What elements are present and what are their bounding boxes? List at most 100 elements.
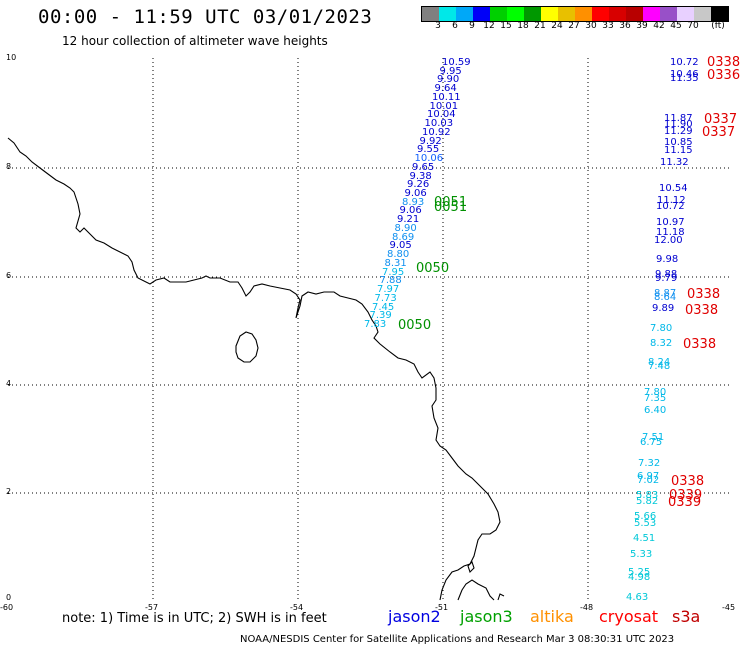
color-scale-label: 21 — [534, 21, 546, 31]
y-tick-label: 10 — [6, 53, 17, 62]
color-swatch — [490, 7, 507, 21]
y-tick-label: 4 — [6, 379, 12, 388]
wave-height-label: 10.03 — [424, 118, 454, 130]
wave-height-label: 9.65 — [412, 161, 435, 173]
wave-height-label: 9.26 — [407, 179, 430, 191]
wave-height-label: 8.80 — [387, 249, 410, 261]
wave-height-label: 5.25 — [628, 567, 651, 578]
color-swatch — [558, 7, 575, 21]
wave-height-label: 9.06 — [404, 188, 427, 199]
wave-height-label: 11.35 — [670, 73, 699, 84]
wave-height-label: 7.51 — [642, 432, 665, 443]
wave-height-label: 8.32 — [650, 338, 673, 349]
wave-height-label: 8.24 — [648, 357, 671, 368]
wave-height-label: 11.90 — [664, 119, 693, 130]
color-swatch — [660, 7, 677, 21]
wave-height-label: 7.45 — [372, 301, 395, 313]
x-tick-label: -45 — [722, 603, 736, 612]
wave-height-label: 9.05 — [389, 240, 412, 252]
wave-height-label: 7.32 — [638, 458, 661, 469]
color-scale-label: 9 — [469, 21, 475, 31]
color-scale-label: 39 — [636, 21, 648, 31]
wave-height-label: 7.95 — [382, 266, 405, 278]
y-tick-label: 8 — [6, 162, 12, 171]
time-label: 0050 — [398, 318, 432, 333]
time-label: 0337 — [704, 112, 738, 127]
wave-height-label: 10.06 — [414, 153, 444, 165]
x-tick-label: -60 — [0, 603, 14, 612]
wave-height-label: 6.75 — [640, 437, 663, 448]
legend-cryosat: cryosat — [599, 607, 659, 626]
color-scale-label: 70 — [687, 21, 699, 31]
wave-height-label: 7.48 — [648, 361, 671, 372]
wave-height-label: 9.88 — [655, 269, 678, 280]
wave-height-label: 10.04 — [427, 109, 456, 121]
wave-height-label: 5.66 — [634, 511, 657, 522]
wave-height-label: 7.39 — [369, 310, 392, 322]
time-label: 0336 — [707, 68, 740, 83]
wave-height-label: 10.72 — [670, 57, 699, 68]
color-swatch — [694, 7, 711, 21]
coastline — [7, 137, 505, 601]
color-scale-bar — [421, 6, 729, 22]
wave-height-label: 8.31 — [384, 257, 407, 269]
time-label: 0338 — [671, 474, 705, 489]
wave-height-label: 8.93 — [402, 196, 425, 208]
color-swatch — [677, 7, 694, 21]
wave-height-label: 10.85 — [664, 137, 693, 148]
color-swatch — [643, 7, 660, 21]
wave-height-label: 5.33 — [630, 549, 653, 560]
wave-height-label: 8.64 — [654, 292, 677, 303]
wave-height-label: 10.59 — [442, 57, 471, 68]
wave-height-label: 8.69 — [392, 231, 415, 243]
legend-altika: altika — [530, 607, 574, 626]
time-label: 0338 — [707, 55, 740, 70]
wave-height-label: 8.87 — [654, 288, 677, 299]
wave-height-label: 11.15 — [664, 145, 693, 156]
time-label: 0338 — [687, 287, 721, 302]
wave-height-label: 7.83 — [364, 319, 387, 330]
wave-height-label: 7.73 — [374, 292, 397, 304]
wave-height-label: 4.98 — [628, 572, 651, 583]
color-scale-labels: 3 6 9 12 15 18 21 24 27 30 33 36 39 42 45 70 (ft) — [421, 21, 740, 33]
legend-s3a: s3a — [672, 607, 701, 626]
color-swatch — [439, 7, 456, 21]
page-title: 00:00 - 11:59 UTC 03/01/2023 — [38, 6, 373, 28]
wave-height-label: 9.21 — [397, 214, 420, 226]
footer-credit: NOAA/NESDIS Center for Satellite Applica… — [240, 634, 675, 645]
wave-height-label: 4.63 — [626, 592, 649, 603]
wave-height-label: 12.00 — [654, 235, 683, 246]
wave-height-label: 7.02 — [637, 475, 660, 486]
y-tick-label: 6 — [6, 271, 12, 280]
footer-note: note: 1) Time is in UTC; 2) SWH is in fe… — [62, 611, 327, 626]
color-scale-label: 12 — [483, 21, 495, 31]
x-tick-label: -57 — [145, 603, 159, 612]
color-swatch — [524, 7, 541, 21]
color-scale-label: 30 — [585, 21, 597, 31]
color-swatch — [507, 7, 524, 21]
wave-height-label: 9.06 — [399, 205, 422, 217]
wave-height-label: 10.54 — [659, 183, 688, 194]
wave-height-label: 4.51 — [633, 533, 656, 544]
wave-height-label: 11.87 — [664, 113, 693, 124]
color-scale-label: 6 — [452, 21, 458, 31]
color-scale-label: 24 — [551, 21, 563, 31]
color-scale-label: 15 — [500, 21, 512, 31]
color-scale-label: 36 — [619, 21, 631, 31]
y-tick-label: 2 — [6, 487, 12, 496]
color-swatch — [626, 7, 643, 21]
time-label: 0338 — [683, 337, 717, 352]
wave-height-label: 6.97 — [637, 471, 660, 482]
time-label: 0050 — [416, 261, 450, 276]
wave-height-label: 10.97 — [656, 217, 685, 228]
page-subtitle: 12 hour collection of altimeter wave hei… — [62, 34, 328, 48]
x-tick-label: -51 — [435, 603, 449, 612]
wave-height-label: 7.97 — [377, 284, 400, 296]
x-tick-label: -48 — [580, 603, 594, 612]
wave-height-label: 10.72 — [656, 201, 685, 212]
wave-height-label: 9.90 — [437, 74, 460, 86]
color-scale-label: 27 — [568, 21, 580, 31]
wave-height-label: 10.11 — [432, 91, 461, 103]
wave-height-label: 5.82 — [636, 496, 659, 507]
